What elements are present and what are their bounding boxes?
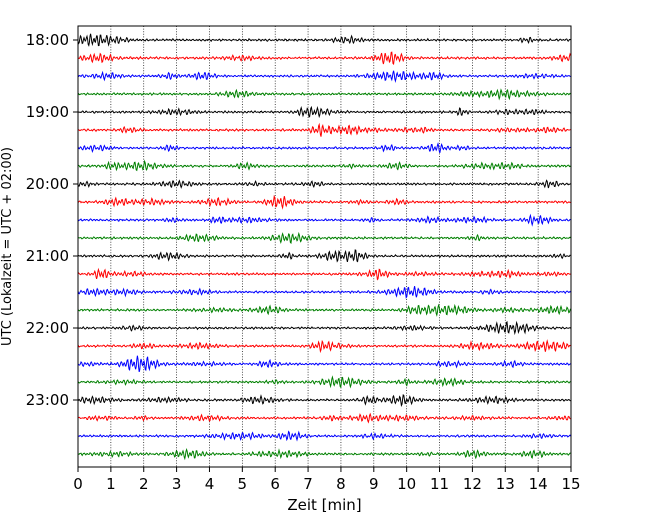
x-tick-label: 8 [336,475,346,493]
seismic-trace-2330 [77,430,572,442]
seismic-trace-2130 [77,286,571,299]
y-axis-ticks: 18:00 19:00 20:00 21:00 22:00 23:00 [26,31,78,409]
seismic-trace-2315 [77,412,571,424]
seismic-trace-2215 [77,339,571,354]
seismic-trace-1845 [77,88,571,101]
seismic-trace-2015 [77,194,571,210]
seismic-trace-1830 [77,70,571,84]
x-tick-label: 10 [397,475,416,493]
seismic-trace-1930 [77,141,571,153]
y-tick-label: 19:00 [26,103,69,121]
seismic-trace-2100 [77,249,571,263]
seismic-trace-2245 [77,375,571,389]
x-tick-label: 1 [106,475,116,493]
seismic-trace-2030 [77,213,571,227]
x-tick-label: 7 [303,475,313,493]
plot-frame [77,25,572,468]
seismic-trace-2145 [77,303,572,317]
seismic-trace-2000 [77,179,571,189]
seismic-traces [77,33,572,461]
x-tick-label: 6 [270,475,280,493]
x-tick-label: 9 [369,475,379,493]
seismic-trace-1945 [77,159,571,172]
seismic-trace-1800 [77,33,571,47]
seismic-trace-1815 [77,51,572,66]
y-tick-label: 23:00 [26,391,69,409]
seismic-trace-2200 [77,320,571,336]
x-tick-label: 2 [139,475,149,493]
y-tick-label: 20:00 [26,175,69,193]
y-axis-label: UTC (Lokalzeit = UTC + 02:00) [0,147,15,346]
x-tick-label: 13 [496,475,515,493]
seismic-trace-2115 [77,267,571,281]
x-tick-label: 15 [561,475,580,493]
y-tick-label: 18:00 [26,31,69,49]
x-tick-label: 11 [430,475,449,493]
seismic-trace-1900 [77,105,571,119]
x-tick-label: 5 [238,475,248,493]
seismic-trace-2230 [77,355,571,373]
grid-lines [110,26,539,467]
x-tick-label: 14 [529,475,548,493]
x-tick-label: 0 [73,475,83,493]
seismic-trace-2300 [77,394,571,408]
y-tick-label: 21:00 [26,247,69,265]
seismic-trace-2345 [77,448,571,461]
x-axis-ticks: 0 1 2 3 4 5 6 7 8 9 10 11 12 13 14 15 [73,467,581,493]
y-tick-label: 22:00 [26,319,69,337]
x-tick-label: 3 [172,475,182,493]
x-axis-label: Zeit [min] [287,496,361,514]
x-tick-label: 12 [463,475,482,493]
x-tick-label: 4 [205,475,215,493]
seismic-trace-1915 [77,122,571,137]
seismic-trace-2045 [77,231,571,245]
